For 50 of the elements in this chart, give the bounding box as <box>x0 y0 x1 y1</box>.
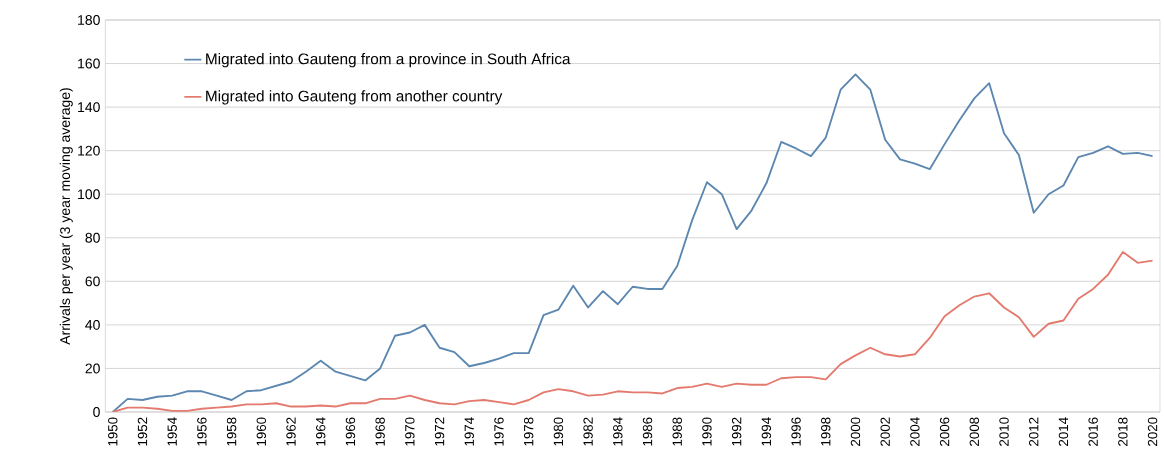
x-tick-label: 1958 <box>226 417 237 446</box>
x-tick-label: 2016 <box>1088 417 1098 446</box>
x-tick-label: 1960 <box>256 417 267 446</box>
x-tick-label: 1986 <box>642 417 653 446</box>
x-tick-label: 1990 <box>702 417 712 446</box>
line-series <box>111 250 1154 412</box>
x-tick-label: 1974 <box>464 417 474 446</box>
x-tick-label: 2018 <box>1118 417 1128 446</box>
x-tick-label: 2010 <box>999 417 1009 446</box>
x-tick-label: 1996 <box>791 417 801 446</box>
y-tick-label: 100 <box>78 189 100 200</box>
x-tick-label: 1980 <box>553 417 564 446</box>
x-tick-label: 1968 <box>375 417 385 446</box>
x-tick-label: 1988 <box>672 417 682 446</box>
legend-label: Migrated into Gauteng from another country <box>206 90 503 105</box>
y-tick-label: 180 <box>78 15 100 25</box>
x-tick-label: 2020 <box>1147 417 1158 446</box>
x-tick-label: 1962 <box>286 417 296 446</box>
x-tick-label: 2004 <box>910 417 920 446</box>
x-tick-label: 1982 <box>583 417 593 446</box>
y-tick-label: 0 <box>93 407 100 417</box>
x-tick-label: 2002 <box>880 417 890 446</box>
x-tick-label: 1964 <box>316 417 326 446</box>
x-tick-label: 1966 <box>345 417 356 446</box>
y-tick-label: 40 <box>85 319 100 330</box>
x-tick-label: 1994 <box>761 417 772 446</box>
legend-label: Migrated into Gauteng from a province in South Africa <box>206 53 571 68</box>
x-tick-label: 1976 <box>494 417 504 446</box>
x-tick-label: 1978 <box>523 417 534 446</box>
y-tick-label: 160 <box>78 58 100 69</box>
x-tick-label: 1998 <box>821 417 831 446</box>
x-tick-label: 2006 <box>939 417 950 446</box>
x-tick-label: 2000 <box>850 417 861 446</box>
y-tick-label: 20 <box>85 363 100 374</box>
x-tick-label: 1954 <box>167 417 177 446</box>
x-tick-label: 1970 <box>405 417 415 446</box>
x-tick-label: 1984 <box>613 417 623 446</box>
x-tick-label: 2012 <box>1029 417 1039 446</box>
x-tick-label: 1972 <box>434 417 445 446</box>
y-axis-title: Arrivals per year (3 year moving average) <box>59 88 73 345</box>
y-tick-label: 140 <box>78 102 100 113</box>
y-tick-label: 80 <box>85 232 100 243</box>
x-tick-label: 2008 <box>969 417 980 446</box>
x-tick-label: 1992 <box>731 417 742 446</box>
x-tick-label: 1956 <box>197 417 207 446</box>
y-tick-label: 120 <box>78 145 100 156</box>
y-tick-label: 60 <box>85 276 100 287</box>
x-tick-label: 2014 <box>1058 417 1069 446</box>
x-tick-label: 1952 <box>137 417 148 446</box>
x-tick-label: 1950 <box>108 417 118 446</box>
